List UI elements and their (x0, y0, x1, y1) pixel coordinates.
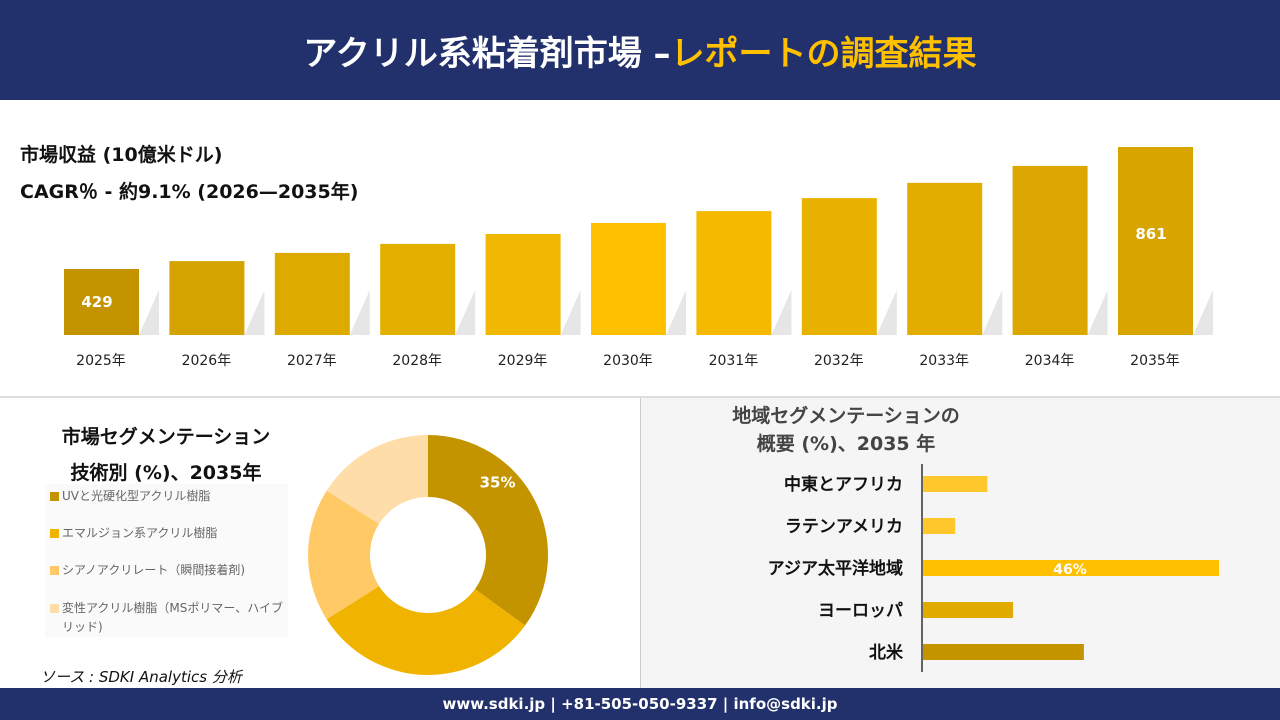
footer-contact: www.sdki.jp | +81-505-050-9337 | info@sd… (0, 688, 1280, 720)
source-note: ソース : SDKI Analytics 分析 (40, 668, 242, 686)
tick-label: 2027年 (287, 353, 337, 369)
bar (1012, 165, 1088, 335)
divider (0, 396, 1280, 398)
bar (64, 269, 139, 335)
legend-label: エマルジョン系アクリル樹脂 (62, 526, 218, 540)
category-label: 中東とアフリカ (784, 474, 903, 495)
legend-item: UVと光硬化型アクリル樹脂 (50, 487, 210, 506)
legend-swatch (50, 604, 59, 613)
region-title-2: 概要 (%)、2035 年 (756, 433, 936, 455)
title-main: アクリル系粘着剤市場 – (303, 33, 671, 74)
bar-shadow (560, 290, 581, 335)
bar-shadow (876, 290, 897, 335)
legend-label: シアノアクリレート（瞬間接着剤) (62, 563, 246, 577)
bar (907, 182, 983, 335)
bar (1118, 147, 1193, 335)
bar-shadow (666, 290, 686, 335)
bar-shadow (1193, 290, 1213, 335)
tick-label: 2035年 (1130, 353, 1180, 369)
tick-label: 2032年 (814, 353, 864, 369)
bar-shadow (139, 290, 159, 335)
bar-shadow (349, 290, 370, 335)
donut-slice (428, 435, 548, 626)
bar (380, 243, 456, 335)
tick-label: 2034年 (1025, 353, 1075, 369)
bar-shadow (771, 290, 792, 335)
legend-label: 変性アクリル樹脂（MSポリマー、ハイブリッド) (62, 601, 284, 634)
tick-label: 2025年 (76, 353, 126, 369)
bar (485, 233, 561, 335)
category-label: アジア太平洋地域 (768, 558, 903, 579)
technology-donut-chart: 35% (308, 435, 548, 675)
category-label: ラテンアメリカ (785, 517, 903, 537)
tech-title-1: 市場セグメンテーション (61, 426, 271, 448)
tick-label: 2029年 (498, 353, 548, 369)
donut-slice (326, 586, 526, 675)
donut-slice (326, 435, 428, 524)
divider (640, 398, 641, 688)
legend-item: シアノアクリレート（瞬間接着剤) (50, 561, 245, 580)
tick-label: 2030年 (603, 353, 653, 369)
region-panel (641, 398, 1280, 688)
revenue-bar-chart: 2025年 429 2026年 2027年 2028年 2029年 2030年 2031年 20… (64, 147, 1213, 369)
bar (274, 252, 350, 335)
bar (923, 644, 1084, 660)
tick-label: 2026年 (182, 353, 232, 369)
category-label: ヨーロッパ (818, 601, 903, 621)
donut-slice (308, 490, 380, 620)
tick-label: 2031年 (709, 353, 759, 369)
bar-shadow (1087, 290, 1108, 335)
bar (923, 560, 1219, 576)
header-banner: アクリル系粘着剤市場 – レポートの調査結果 (0, 0, 1280, 100)
data-label: 35% (480, 473, 516, 491)
bar (923, 476, 988, 492)
bar-shadow (982, 290, 1003, 335)
legend-item: 変性アクリル樹脂（MSポリマー、ハイブリッド) (50, 599, 288, 637)
legend-swatch (50, 529, 59, 538)
data-label: 861 (1135, 225, 1166, 243)
data-label: 429 (81, 293, 112, 311)
bar-shadow (244, 290, 265, 335)
bar (923, 602, 1014, 618)
title-highlight: レポートの調査結果 (670, 33, 977, 74)
bar (801, 198, 877, 335)
tech-title-2: 技術別 (%)、2035年 (70, 462, 262, 484)
region-title-1: 地域セグメンテーションの (732, 405, 960, 427)
data-label: 46% (1053, 562, 1087, 578)
legend-item: エマルジョン系アクリル樹脂 (50, 524, 217, 543)
tick-label: 2033年 (919, 353, 969, 369)
legend-label: UVと光硬化型アクリル樹脂 (62, 489, 211, 503)
region-title: 地域セグメンテーションの 概要 (%)、2035 年 (641, 402, 1051, 458)
cagr-subtitle: CAGR％ - 約9.1% (2026—2035年) (20, 181, 359, 203)
bar (696, 211, 772, 335)
legend-swatch (50, 492, 59, 501)
category-label: 北米 (869, 642, 904, 663)
bar (923, 518, 956, 534)
legend-swatch (50, 566, 59, 575)
bar-shadow (455, 290, 476, 335)
tick-label: 2028年 (392, 353, 442, 369)
bar (169, 261, 245, 335)
revenue-title: 市場収益 (10億米ドル) (20, 144, 223, 166)
bar (591, 222, 666, 335)
donut-legend: UVと光硬化型アクリル樹脂 エマルジョン系アクリル樹脂シアノアクリレート（瞬間接着… (45, 484, 288, 637)
